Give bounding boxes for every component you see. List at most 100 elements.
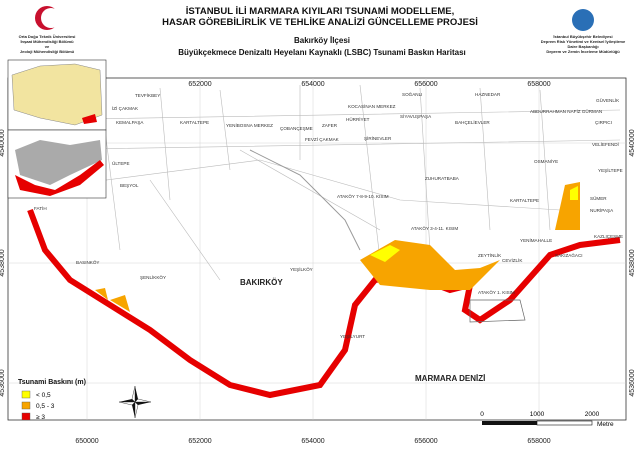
place: BASINKÖY (76, 259, 100, 265)
place: ZEYTİNLİK (478, 252, 502, 258)
easting-label: 658000 (527, 438, 550, 445)
metu-logo-inner (41, 8, 61, 28)
roads (29, 84, 621, 281)
railway (249, 149, 361, 251)
scale-unit: Metre (597, 421, 614, 428)
inset-inundation (15, 160, 104, 196)
place: HAZNEDAR (475, 92, 501, 97)
legend-swatch (21, 401, 31, 410)
place: FATİH (34, 205, 47, 211)
inundation-mid (95, 288, 130, 312)
place: SAKIZAĞACI (555, 252, 583, 258)
easting-label: 652000 (188, 438, 211, 445)
easting-label: 656000 (414, 438, 437, 445)
legend-label: 0,5 - 3 (36, 403, 55, 410)
northing-label: 4536000 (629, 369, 636, 396)
place: BEŞYOL (120, 183, 139, 188)
place: ZAFER (322, 123, 338, 128)
place: KARTALTEPE (180, 120, 209, 125)
legend-title: Tsunami Baskını (m) (18, 379, 86, 386)
place: SOĞANLI (402, 91, 422, 97)
org: Orta Doğu Teknik Üniversitesi (19, 34, 76, 39)
inundation-low (370, 186, 578, 262)
org: ve (45, 44, 50, 49)
place: ÜLTEPE (112, 160, 130, 166)
place: KAZLIÇEŞME (594, 234, 623, 239)
place: SÜMER (590, 195, 607, 201)
place: SİYAVUŞPAŞA (400, 113, 432, 119)
inset-istanbul (11, 63, 103, 126)
easting-label: 654000 (301, 438, 324, 445)
place: ABDURRAHMAN NAFİZ GÜRMAN (530, 108, 602, 114)
easting-label: 654000 (301, 81, 324, 88)
northing-label: 4540000 (0, 129, 6, 156)
place: KARTALTEPE (510, 198, 539, 203)
place: GÜVENLİK (596, 97, 620, 103)
district: Bakırköy İlçesi (294, 36, 350, 45)
title: İSTANBUL İLİ MARMARA KIYILARI TSUNAMİ MO… (186, 6, 454, 17)
scale-label: 2000 (585, 411, 600, 418)
legend: Tsunami Baskını (m) < 0,5 0,5 - 3 ≥ 3 (18, 379, 86, 421)
scalebar: 0 1000 2000 Metre (480, 411, 614, 428)
place: KOCASİNAN MERKEZ (348, 103, 396, 109)
place: ÇIRPICI (595, 120, 612, 125)
header: İSTANBUL İLİ MARMARA KIYILARI TSUNAMİ MO… (19, 6, 626, 57)
place: FEVZİ ÇAKMAK (305, 136, 340, 142)
place: CEVİZLİK (502, 257, 523, 263)
place: YEŞİLKÖY (290, 266, 313, 272)
harbor (469, 299, 526, 323)
northing-label: 4536000 (0, 369, 6, 396)
place: YEŞİLYURT (340, 333, 365, 339)
inset-district (82, 114, 97, 124)
inundation-high (27, 208, 621, 399)
north-arrow (118, 385, 152, 419)
easting-label: 650000 (75, 438, 98, 445)
map-frame (7, 77, 627, 421)
legend-label: ≥ 3 (36, 414, 45, 421)
district-label: BAKIRKÖY (240, 278, 283, 287)
easting-label: 656000 (414, 81, 437, 88)
legend-swatch (21, 412, 31, 421)
org: Deprem Risk Yönetimi ve Kentsel İyileşti… (541, 39, 626, 44)
place-labels: TEVFİKBEY İZİ ÇAKMAK KEMALPAŞA KARTALTEP… (34, 91, 623, 383)
scale-label: 1000 (530, 411, 545, 418)
place: ŞENLİKKÖY (140, 274, 166, 280)
place: YENİBOSNA MERKEZ (226, 122, 273, 128)
org: Deprem ve Zemin İnceleme Müdürlüğü (546, 49, 620, 54)
place: ATAKÖY 7-8-9-10. KISIM (337, 193, 389, 199)
place: ZUHURATBABA (425, 176, 460, 181)
legend-label: < 0,5 (36, 392, 51, 399)
place: KEMALPAŞA (116, 120, 144, 125)
inset-district-land (15, 140, 102, 185)
northing-label: 4538000 (0, 249, 6, 276)
place: ÇOBANÇEŞME (280, 126, 313, 131)
place: TEVFİKBEY (135, 92, 160, 98)
place: ATAKÖY 3-4-11. KISIM (411, 225, 458, 231)
map-title: Büyükçekmece Denizaltı Heyelanı Kaynaklı… (178, 48, 466, 57)
scale-label: 0 (480, 411, 484, 418)
ibb-logo (572, 9, 594, 31)
legend-swatch (21, 390, 31, 399)
place: YENİMAHALLE (520, 237, 552, 243)
org: Jeoloji Mühendisliği Bölümü (20, 49, 75, 54)
easting-label: 652000 (188, 81, 211, 88)
place: OSMANİYE (534, 158, 558, 164)
title: HASAR GÖREBİLİRLİK VE TEHLİKE ANALİZİ GÜ… (162, 17, 478, 28)
place: BAHÇELİEVLER (455, 119, 490, 125)
easting-label: 658000 (527, 81, 550, 88)
scale-segment (536, 420, 593, 426)
northing-label: 4540000 (629, 129, 636, 156)
org: Daire Başkanlığı (567, 44, 598, 49)
org: İstanbul Büyükşehir Belediyesi (553, 34, 612, 39)
scale-segment (482, 421, 537, 425)
place: İZİ ÇAKMAK (112, 105, 139, 111)
place: HÜRRİYET (346, 116, 370, 122)
place: ŞİRİNEVLER (364, 135, 392, 141)
place: ATAKÖY 1. KISIM (478, 289, 515, 295)
northing-label: 4538000 (629, 249, 636, 276)
place: VELİEFENDİ (592, 141, 619, 147)
sea-label: MARMARA DENİZİ (415, 374, 485, 383)
place: YEŞİLTEPE (598, 167, 623, 173)
org: İnşaat Mühendisliği Bölümü (20, 39, 74, 44)
